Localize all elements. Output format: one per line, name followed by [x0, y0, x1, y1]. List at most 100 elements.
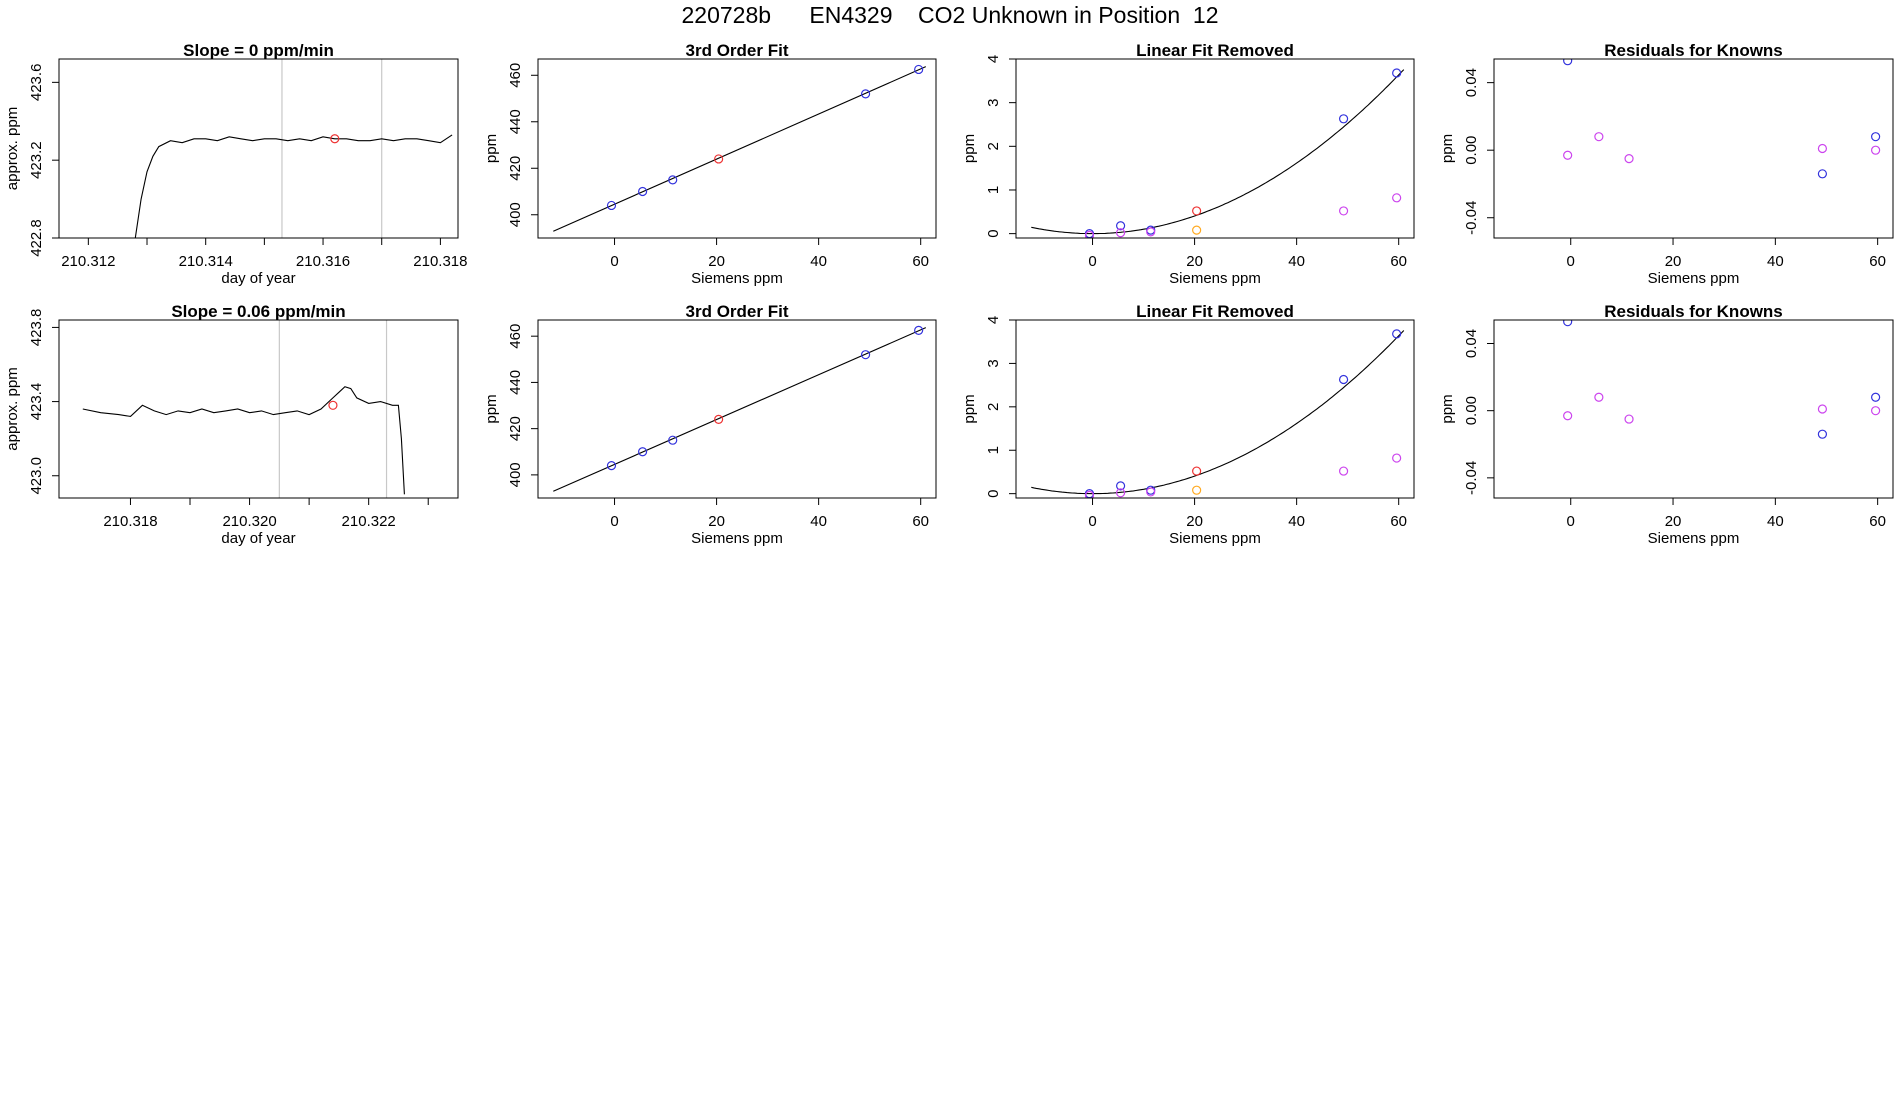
data-point — [1192, 466, 1202, 476]
chart-title: Residuals for Knowns — [1604, 41, 1783, 60]
data-point — [714, 154, 724, 164]
plot-area — [1031, 329, 1405, 498]
x-tick-label: 0 — [1567, 253, 1575, 270]
chart-panel-r1c2: 0 20 40 60 400 420 440 460 3rd Order Fit Siemens … — [483, 41, 937, 287]
x-tick-label: 0 — [1088, 253, 1096, 270]
data-point — [1338, 206, 1349, 216]
plot-area — [1563, 320, 1881, 439]
data-point — [1563, 411, 1573, 421]
y-tick-label: 422.8 — [28, 219, 45, 257]
highlight-marker — [330, 134, 340, 144]
chart-title: Residuals for Knowns — [1604, 302, 1783, 321]
series-line — [134, 134, 453, 238]
chart-title: Slope = 0 ppm/min — [183, 41, 334, 60]
data-point — [638, 447, 648, 457]
data-point — [1338, 466, 1349, 476]
data-point — [638, 186, 648, 197]
x-tick-label: 40 — [1767, 253, 1784, 270]
data-point — [1624, 414, 1634, 424]
data-point — [1817, 429, 1828, 439]
data-point — [1192, 206, 1202, 216]
y-tick-label: 423.0 — [28, 457, 45, 495]
x-tick-label: 40 — [810, 253, 827, 270]
data-point — [1563, 320, 1573, 327]
chart-title: Slope = 0.06 ppm/min — [171, 302, 345, 321]
x-axis-label: day of year — [221, 530, 295, 547]
chart-panel-r2c1: 210.318 210.320 210.322 423.0 423.4 423.8 Slop… — [4, 302, 459, 547]
x-tick-label: 20 — [708, 513, 725, 530]
data-point — [1146, 227, 1156, 237]
x-tick-label: 20 — [1665, 513, 1682, 530]
x-axis-label: Siemens ppm — [1169, 270, 1261, 287]
y-tick-label: 400 — [507, 202, 524, 227]
y-axis-label: ppm — [1439, 134, 1456, 163]
x-axis-label: day of year — [221, 270, 295, 287]
plot-frame — [1493, 58, 1894, 239]
data-point — [914, 325, 924, 336]
plot-area — [553, 64, 927, 232]
data-point — [1392, 453, 1402, 463]
x-tick-label: 210.316 — [296, 253, 350, 270]
data-point — [914, 64, 924, 75]
y-tick-label: 460 — [507, 63, 524, 88]
data-point — [1392, 329, 1402, 339]
data-point — [1116, 481, 1126, 491]
y-tick-label: 0 — [985, 229, 1002, 237]
chart-panel-r2c2: 0 20 40 60 400 420 440 460 3rd Order Fit Siemens … — [483, 302, 937, 547]
data-point — [1116, 221, 1126, 231]
highlight-marker — [328, 400, 338, 410]
x-tick-label: 0 — [610, 513, 618, 530]
data-point — [1871, 145, 1881, 155]
x-tick-label: 210.312 — [61, 253, 115, 270]
data-point — [1594, 132, 1604, 142]
data-point — [1192, 485, 1202, 495]
y-tick-label: 0 — [985, 489, 1002, 497]
y-tick-label: 1 — [985, 186, 1002, 194]
chart-title: 3rd Order Fit — [686, 41, 789, 60]
x-tick-label: 210.318 — [103, 513, 157, 530]
plot-area — [82, 320, 405, 498]
x-tick-label: 210.320 — [222, 513, 276, 530]
y-tick-label: 3 — [985, 359, 1002, 367]
x-tick-label: 60 — [1869, 253, 1886, 270]
x-tick-label: 60 — [1390, 253, 1407, 270]
y-tick-label: 420 — [507, 156, 524, 181]
y-tick-label: -0.04 — [1463, 201, 1480, 235]
x-tick-label: 60 — [1390, 513, 1407, 530]
x-tick-label: 60 — [1869, 513, 1886, 530]
y-tick-label: 2 — [985, 403, 1002, 411]
data-point — [1871, 132, 1881, 142]
data-point — [1392, 68, 1402, 78]
plot-frame — [1015, 319, 1415, 499]
chart-title: 3rd Order Fit — [686, 302, 789, 321]
x-tick-label: 20 — [708, 253, 725, 270]
y-tick-label: 0.00 — [1463, 136, 1480, 165]
x-tick-label: 20 — [1186, 513, 1203, 530]
x-tick-label: 40 — [810, 513, 827, 530]
data-point — [1192, 225, 1202, 235]
y-tick-label: 4 — [985, 316, 1002, 324]
data-point — [1084, 490, 1095, 498]
x-tick-label: 40 — [1288, 253, 1305, 270]
fit-curve — [1031, 330, 1405, 495]
data-point — [1563, 59, 1573, 66]
chart-panel-r1c1: 210.312 210.314 210.316 210.318 422.8 423.2 42… — [4, 41, 468, 287]
y-tick-label: 1 — [985, 446, 1002, 454]
y-axis-label: ppm — [1439, 394, 1456, 423]
data-point — [1338, 374, 1349, 385]
data-point — [1146, 487, 1156, 497]
x-axis-label: Siemens ppm — [1169, 530, 1261, 547]
fit-curve — [1031, 69, 1405, 235]
data-point — [1116, 488, 1126, 498]
y-tick-label: 0.00 — [1463, 396, 1480, 425]
data-point — [1871, 406, 1881, 416]
y-tick-label: 0.04 — [1463, 329, 1480, 358]
x-tick-label: 210.318 — [413, 253, 467, 270]
x-tick-label: 0 — [1088, 513, 1096, 530]
plot-frame — [537, 319, 937, 499]
x-tick-label: 60 — [912, 513, 929, 530]
chart-panel-r1c3: 0 20 40 60 0 1 2 3 4 Linear Fit Removed Siemens pp… — [961, 41, 1415, 287]
chart-panel-r1c4: 0 20 40 60 -0.04 0.00 0.04 Residuals for Knowns… — [1439, 41, 1894, 287]
fit-line — [553, 66, 927, 232]
data-point — [668, 435, 678, 445]
